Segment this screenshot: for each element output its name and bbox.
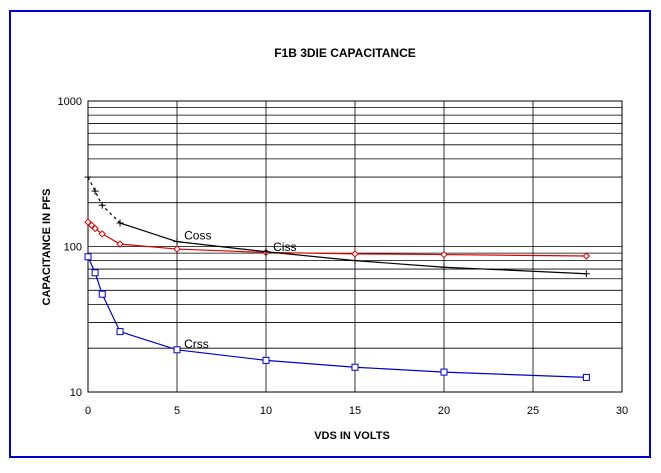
x-tick-label: 20 — [438, 405, 450, 417]
x-tick-label: 30 — [616, 405, 628, 417]
data-point — [116, 219, 124, 227]
data-point — [84, 173, 92, 181]
plot-border — [87, 100, 623, 393]
data-point — [91, 224, 99, 233]
data-point — [87, 221, 96, 229]
data-point — [116, 240, 124, 248]
data-point — [98, 230, 106, 238]
x-tick-label: 0 — [85, 405, 91, 417]
data-point — [351, 363, 359, 371]
annotations: Coss Ciss Crss — [184, 228, 296, 351]
data-point — [98, 290, 106, 298]
x-axis-label: VDS IN VOLTS — [314, 430, 390, 442]
series-line-segment — [87, 176, 121, 224]
y-tick-label: 1000 — [58, 96, 82, 108]
data-point — [91, 269, 99, 277]
series-coss — [84, 173, 590, 278]
chart-title: F1B 3DIE CAPACITANCE — [274, 46, 416, 60]
data-point — [582, 373, 590, 381]
data-point — [440, 263, 448, 271]
x-tick-label: 15 — [349, 405, 361, 417]
data-point — [440, 250, 448, 259]
x-tick-label: 10 — [260, 405, 272, 417]
axes — [87, 100, 623, 393]
data-point — [582, 270, 590, 278]
data-point — [351, 257, 359, 265]
annotation-label: Ciss — [273, 240, 296, 254]
data-point — [351, 250, 359, 258]
series-group — [84, 173, 591, 381]
tick-labels: 0 5 10 15 20 25 30 10 100 1000 — [58, 96, 629, 417]
data-point — [262, 356, 270, 364]
data-point — [440, 368, 448, 376]
y-axis-label: CAPACITANCE IN PFS — [41, 189, 53, 306]
data-point — [173, 245, 181, 253]
data-point — [91, 187, 99, 195]
x-tick-label: 25 — [527, 405, 539, 417]
x-tick-label: 5 — [174, 405, 180, 417]
data-point — [582, 252, 591, 260]
series-line — [119, 222, 587, 275]
data-point — [173, 238, 181, 246]
data-point — [116, 328, 124, 336]
y-tick-label: 10 — [70, 387, 82, 399]
data-point — [173, 346, 181, 354]
data-point — [262, 248, 270, 256]
data-point — [98, 201, 106, 209]
annotation-label: Crss — [184, 337, 209, 351]
series-crss — [84, 253, 590, 381]
series-ciss — [84, 218, 591, 260]
gridlines — [88, 101, 622, 392]
y-tick-label: 100 — [64, 242, 82, 254]
annotation-label: Coss — [184, 228, 211, 242]
data-point — [84, 253, 92, 261]
